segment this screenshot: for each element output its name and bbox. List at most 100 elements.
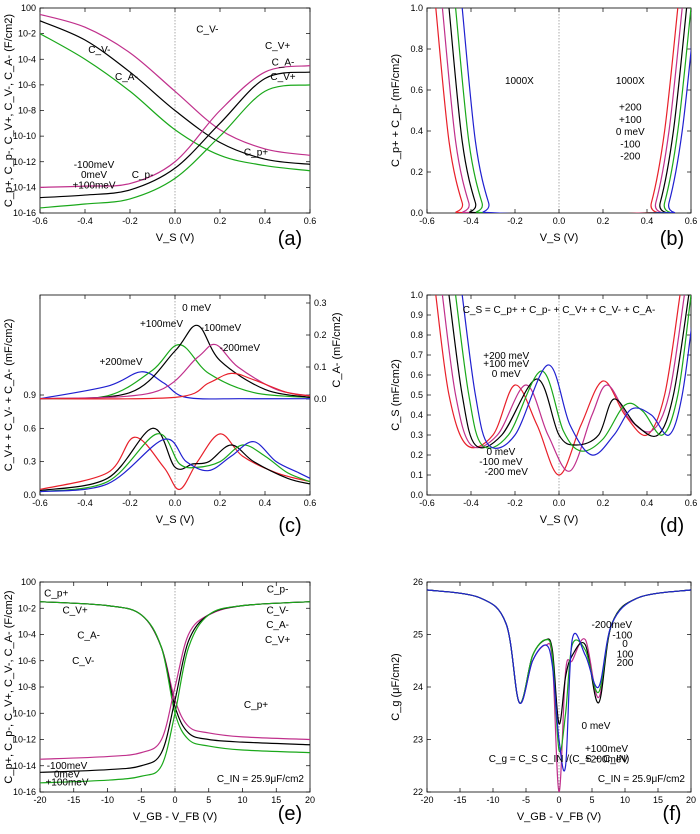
y-tick-label: 22 bbox=[413, 787, 423, 797]
x-tick-label: 0.4 bbox=[641, 216, 654, 226]
annotation-label: -100 bbox=[612, 631, 632, 642]
series-line bbox=[40, 13, 310, 156]
annotation-label: 0 meV bbox=[182, 303, 211, 314]
y-tick-label: 0.6 bbox=[410, 85, 423, 95]
annotation-label: 1000X bbox=[616, 76, 645, 87]
x-axis-label: V_S (V) bbox=[156, 232, 195, 244]
series-line bbox=[40, 372, 310, 400]
x-axis-label: V_S (V) bbox=[156, 514, 195, 526]
x-tick-label: 0 bbox=[172, 795, 177, 805]
annotation-label: -100meV bbox=[47, 761, 88, 772]
y-tick-label: 0.2 bbox=[410, 167, 423, 177]
x-tick-label: -10 bbox=[486, 795, 499, 805]
y-tick-label: 0.0 bbox=[410, 208, 423, 218]
series-line bbox=[461, 295, 691, 456]
y-tick-label: 0.8 bbox=[410, 44, 423, 54]
annotation-label: 1000X bbox=[505, 76, 534, 87]
x-tick-label: 0.6 bbox=[685, 498, 698, 508]
x-tick-label: 20 bbox=[686, 795, 696, 805]
x-tick-label: -20 bbox=[420, 795, 433, 805]
annotation-label: +100meV bbox=[72, 180, 115, 191]
x-tick-label: 20 bbox=[305, 795, 315, 805]
y-axis-label: C_S (mF/cm2) bbox=[390, 359, 402, 431]
y-tick-label: 23 bbox=[413, 735, 423, 745]
x-tick-label: -10 bbox=[101, 795, 114, 805]
x-tick-label: -0.6 bbox=[32, 216, 48, 226]
panel-6: -20 -15 -10 -5 0 5 10 15 20 22 23 24 25 26 V_GB - V_FB… bbox=[390, 577, 696, 825]
x-tick-label: -0.4 bbox=[463, 498, 479, 508]
annotation-label: C_V+ bbox=[62, 606, 87, 617]
y-tick-label: 10-14 bbox=[13, 182, 36, 192]
y-tick-label: 10-8 bbox=[18, 682, 36, 692]
annotation-label: +100meV bbox=[140, 319, 183, 330]
annotation-label: C_V- bbox=[72, 656, 94, 667]
y-axis-label: C_g (μF/cm2) bbox=[390, 653, 402, 720]
x-tick-label: 0.4 bbox=[259, 216, 272, 226]
annotation-label: 0 meV bbox=[486, 447, 515, 458]
annotation-label: 200 bbox=[617, 658, 634, 669]
y-tick-label: 10-12 bbox=[13, 157, 36, 167]
x-tick-label: 0.0 bbox=[553, 216, 566, 226]
y-tick-label: 1.0 bbox=[410, 290, 423, 300]
panel-label: (f) bbox=[663, 803, 682, 825]
annotation-label: 0 bbox=[622, 639, 628, 650]
annotation-label: +100 meV bbox=[483, 359, 529, 370]
x-tick-label: 0.6 bbox=[304, 498, 317, 508]
panel-label: (e) bbox=[278, 803, 302, 825]
annotation-label: -200 bbox=[620, 152, 640, 163]
panel-3: -0.6 -0.4 -0.2 0.0 0.2 0.4 0.6 0.0 0.3 0.6 0.9 0.0 0… bbox=[3, 294, 343, 537]
y-tick-label: 0.4 bbox=[410, 126, 423, 136]
annotation-label: C_p- bbox=[132, 170, 154, 181]
y-axis-right-label: C_A- (mF/cm2) bbox=[331, 312, 343, 387]
y-tick-label: 100 bbox=[21, 577, 36, 587]
annotation-label: 100 bbox=[617, 650, 634, 661]
panel-2: -0.6 -0.4 -0.2 0.0 0.2 0.4 0.6 0.0 0.2 0.4 0.6 0.8 1… bbox=[390, 3, 697, 250]
annotation-label: -200meV bbox=[592, 620, 633, 631]
y-tick-label: 10-8 bbox=[18, 106, 36, 116]
series-line bbox=[448, 8, 688, 213]
series-line bbox=[40, 71, 310, 199]
y-tick-label: 0.5 bbox=[410, 390, 423, 400]
annotation-label: C_A- bbox=[115, 72, 138, 83]
x-tick-label: 5 bbox=[589, 795, 594, 805]
annotation-label: C_V- bbox=[266, 606, 288, 617]
y-tick-label: 10-10 bbox=[13, 708, 36, 718]
annotation-label: -100meV bbox=[201, 323, 242, 334]
series-line bbox=[427, 589, 691, 753]
x-tick-label: 0.2 bbox=[597, 498, 610, 508]
y-axis-label: C_p+, C_p-, C_V+, C_V-, C_A- (F/cm2) bbox=[3, 590, 15, 783]
x-tick-label: 10 bbox=[620, 795, 630, 805]
y-tick-label: 10-14 bbox=[13, 761, 36, 771]
x-tick-label: -0.4 bbox=[77, 498, 93, 508]
series-group bbox=[40, 324, 310, 493]
y-tick-label: 1.0 bbox=[410, 3, 423, 13]
note-label: C_IN = 25.9μF/cm2 bbox=[217, 774, 305, 785]
annotation-label: C_p+ bbox=[44, 589, 68, 600]
y-tick-label: 0.0 bbox=[23, 490, 36, 500]
x-axis-label: V_GB - V_FB (V) bbox=[133, 811, 217, 823]
series-line bbox=[40, 324, 310, 400]
y-tick-label: 10-6 bbox=[18, 80, 36, 90]
x-tick-label: 5 bbox=[206, 795, 211, 805]
annotation-label: +200meV bbox=[99, 357, 142, 368]
x-tick-label: 15 bbox=[271, 795, 281, 805]
y-tick-label: 0.2 bbox=[410, 450, 423, 460]
annotation-label: C_A- bbox=[272, 57, 295, 68]
y-tick-label: 0.3 bbox=[23, 457, 36, 467]
annotation-label: -200meV bbox=[220, 343, 261, 354]
x-tick-label: 0.4 bbox=[641, 498, 654, 508]
series-line bbox=[40, 427, 310, 492]
x-tick-label: 0.2 bbox=[214, 216, 227, 226]
y-tick-label: 0.0 bbox=[410, 490, 423, 500]
annotation-label: C_V- bbox=[196, 25, 218, 36]
x-tick-label: -0.6 bbox=[32, 498, 48, 508]
x-tick-label: 0.6 bbox=[304, 216, 317, 226]
panel-label: (b) bbox=[660, 228, 684, 250]
x-tick-label: -0.2 bbox=[507, 216, 523, 226]
x-tick-label: 0.0 bbox=[553, 498, 566, 508]
annotation-label: C_A- bbox=[77, 631, 100, 642]
series-line bbox=[40, 343, 310, 400]
x-tick-label: -15 bbox=[67, 795, 80, 805]
note-label: C_IN = 25.9μF/cm2 bbox=[598, 774, 686, 785]
